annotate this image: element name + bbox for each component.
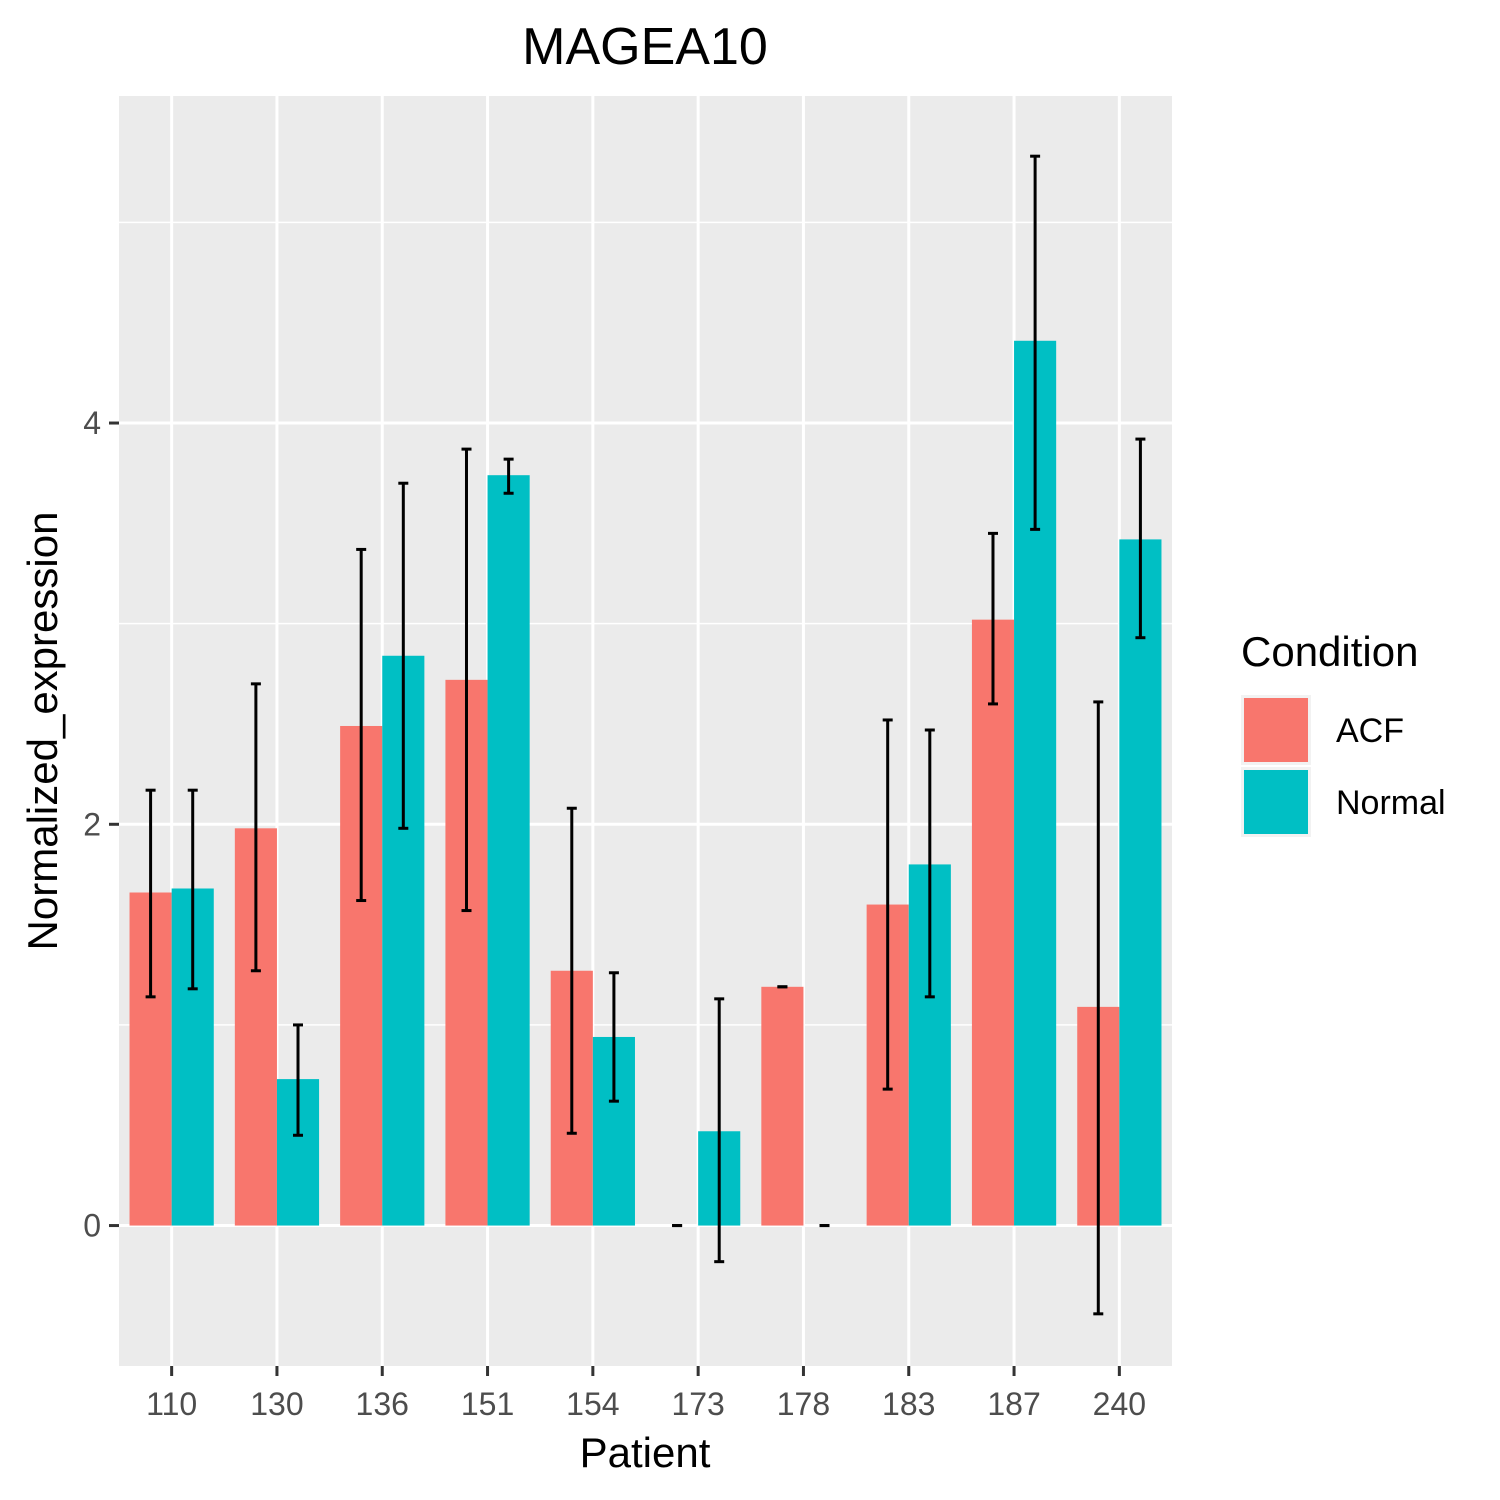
error-bar-acf-187 (987, 531, 998, 706)
x-tick-label: 151 (461, 1386, 514, 1422)
x-tick-label: 178 (777, 1386, 830, 1422)
bar-acf-178 (761, 986, 804, 1226)
y-axis-title: Normalized_expression (19, 512, 66, 951)
legend-swatch-acf (1244, 698, 1308, 762)
error-bar-normal-240 (1135, 437, 1146, 640)
error-bar-normal-173 (714, 997, 725, 1264)
error-bar-acf-154 (566, 806, 577, 1135)
error-bar-acf-151 (461, 447, 472, 913)
bar-normal-151 (487, 475, 530, 1226)
x-axis-title: Patient (580, 1429, 711, 1476)
y-tick-label: 4 (83, 405, 101, 441)
error-bar-normal-130 (293, 1023, 304, 1137)
error-bar-normal-183 (924, 728, 935, 999)
error-bar-normal-154 (608, 971, 619, 1103)
x-tick-label: 136 (356, 1386, 409, 1422)
legend-swatch-normal (1244, 770, 1308, 834)
x-tick-label: 173 (671, 1386, 724, 1422)
y-tick-label: 0 (83, 1208, 101, 1244)
error-bar-acf-130 (250, 682, 261, 973)
bars (129, 340, 1162, 1226)
x-tick-label: 110 (146, 1386, 197, 1422)
error-bar-normal-151 (503, 457, 514, 495)
bar-acf-187 (971, 619, 1015, 1226)
x-tick-label: 240 (1093, 1386, 1146, 1422)
error-bar-acf-110 (145, 788, 156, 999)
error-bar-normal-187 (1030, 154, 1041, 531)
legend-label-acf: ACF (1336, 712, 1404, 750)
legend-label-normal: Normal (1336, 784, 1446, 822)
x-tick-label: 154 (566, 1386, 619, 1422)
legend-title: Condition (1241, 628, 1418, 675)
error-bars (145, 154, 1146, 1316)
error-bar-normal-110 (187, 788, 198, 991)
error-bar-acf-183 (882, 718, 893, 1091)
error-bar-acf-240 (1093, 700, 1104, 1316)
error-bar-acf-136 (356, 547, 367, 903)
error-bar-normal-136 (398, 481, 409, 830)
y-axis: 0 2 4 (83, 405, 119, 1244)
chart-title: MAGEA10 (522, 18, 768, 76)
y-tick-label: 2 (83, 806, 101, 842)
x-tick-label: 183 (882, 1386, 935, 1422)
x-tick-label: 187 (987, 1386, 1040, 1422)
x-tick-label: 130 (250, 1386, 303, 1422)
legend: Condition ACF Normal (1241, 628, 1446, 837)
x-axis: 110 130 136 151 154 173 178 183 187 240 (146, 1366, 1146, 1422)
bar-normal-240 (1119, 539, 1162, 1226)
